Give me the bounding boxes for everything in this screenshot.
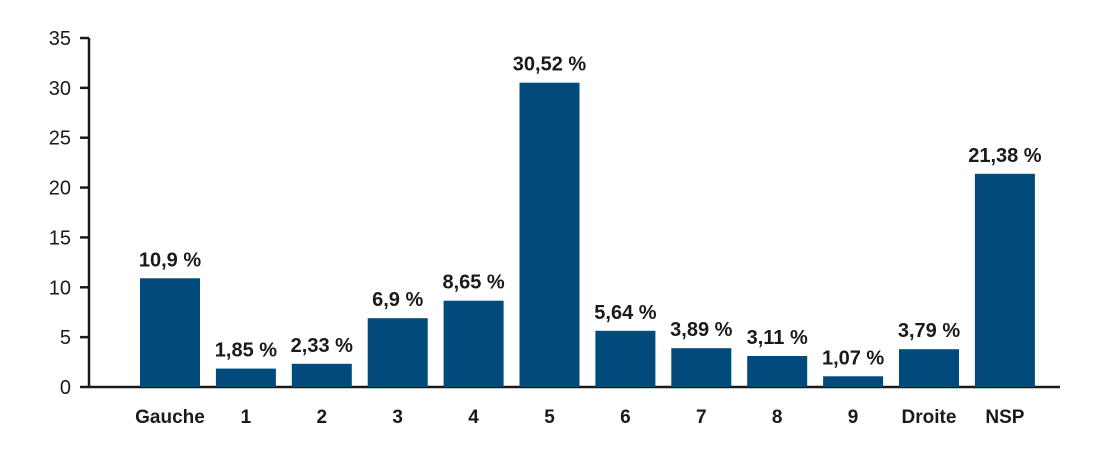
bar [291, 363, 352, 387]
bar [443, 300, 504, 387]
bar-data-label: 5,64 % [594, 302, 656, 324]
bars [140, 82, 1035, 387]
bar [823, 376, 884, 387]
bar [519, 82, 580, 387]
bar [595, 330, 656, 387]
x-category-label: Droite [902, 407, 957, 428]
bar [671, 348, 732, 387]
bar-data-label: 8,65 % [442, 272, 504, 294]
bar [215, 368, 276, 387]
y-tick-label: 15 [49, 227, 71, 249]
bar-data-label: 1,85 % [215, 340, 277, 362]
bar [140, 278, 200, 387]
bar [974, 173, 1035, 387]
bar-data-label: 10,9 % [139, 249, 201, 271]
bar-data-label: 6,9 % [372, 289, 423, 311]
y-tick-label: 0 [60, 377, 71, 399]
bar-data-label: 21,38 % [968, 145, 1042, 167]
bar-data-label: 3,11 % [747, 327, 808, 349]
y-tick-label: 30 [49, 78, 71, 100]
y-tick-label: 25 [49, 128, 71, 150]
bar-data-label: 30,52 % [513, 54, 587, 76]
x-category-label: 7 [696, 407, 707, 428]
bar-data-label: 3,89 % [670, 319, 732, 341]
bar-data-label: 1,07 % [822, 347, 884, 369]
bar [747, 356, 808, 387]
y-tick-label: 35 [49, 28, 71, 50]
y-tick-label: 5 [60, 327, 71, 349]
x-category-label: 3 [392, 407, 403, 428]
x-category-label: 2 [317, 407, 328, 428]
x-category-label: 8 [772, 407, 783, 428]
x-category-label: 9 [848, 407, 859, 428]
y-tick-label: 20 [49, 178, 71, 200]
x-category-label: NSP [985, 407, 1024, 428]
x-category-label: 4 [468, 407, 479, 428]
x-category-label: 1 [241, 407, 252, 428]
x-category-label: Gauche [135, 407, 205, 428]
bar-data-label: 2,33 % [291, 335, 353, 357]
x-category-label: 6 [620, 407, 631, 428]
y-axis: 0 5 10 15 20 25 30 35 [49, 28, 91, 399]
category-labels: Gauche 1 2 3 4 5 6 7 8 9 Droite NSP [135, 407, 1025, 428]
bar-data-label: 3,79 % [898, 320, 960, 342]
bar [367, 318, 428, 387]
bar [899, 349, 959, 387]
data-labels: 10,9 % 1,85 % 2,33 % 6,9 % 8,65 % 30,52 % 5,64… [139, 54, 1042, 370]
y-tick-label: 10 [49, 277, 71, 299]
x-category-label: 5 [544, 407, 555, 428]
